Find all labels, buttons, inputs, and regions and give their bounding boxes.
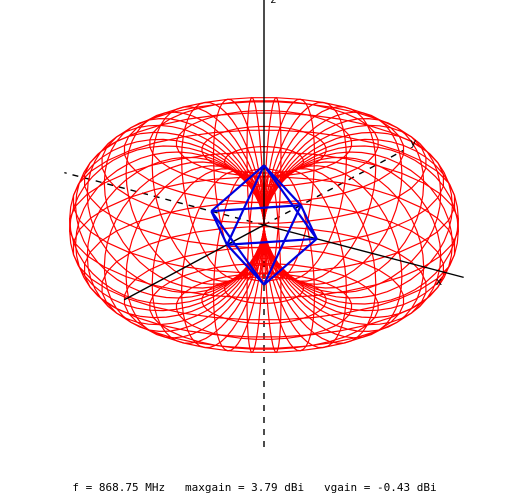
plot-canvas: x y z f = 868.75 MHz maxgain = 3.79 dBi … [0, 0, 509, 500]
axis-label-y: y [410, 136, 417, 149]
caption-text: f = 868.75 MHz maxgain = 3.79 dBi vgain … [0, 481, 509, 494]
pattern-svg [0, 0, 509, 500]
axis-label-x: x [436, 275, 443, 288]
axis-label-z: z [270, 0, 277, 6]
